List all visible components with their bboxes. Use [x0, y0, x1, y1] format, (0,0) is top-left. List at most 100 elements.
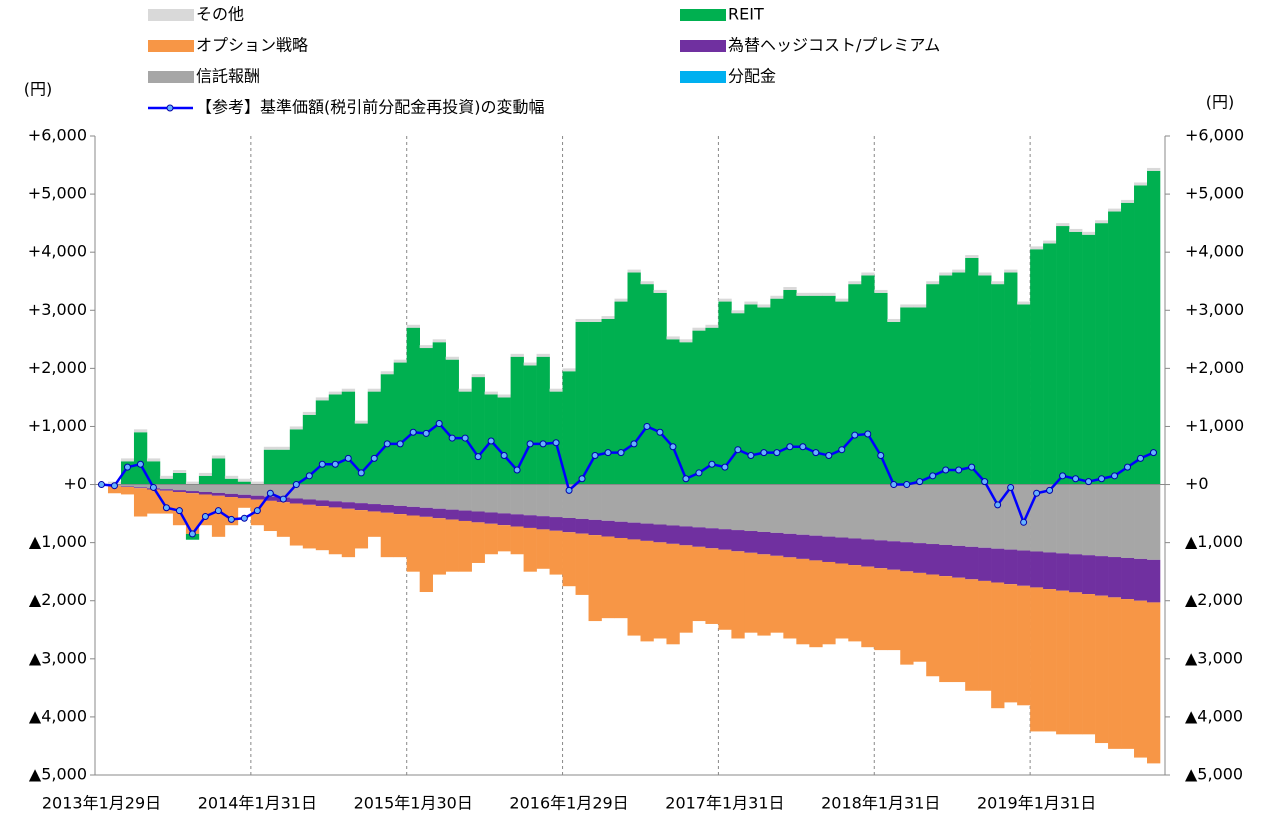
bar-segment [770, 556, 783, 633]
y2-tick-label: ▲3,000 [1185, 648, 1243, 667]
line-marker [618, 450, 624, 456]
y2-tick-label: ▲1,000 [1185, 532, 1243, 551]
bar-segment [342, 392, 355, 485]
line-marker [579, 476, 585, 482]
x-tick-label: 2016年1月29日 [509, 794, 628, 813]
bar-segment [939, 576, 952, 682]
y-tick-label: ▲3,000 [29, 648, 87, 667]
bar-segment [316, 500, 329, 506]
y2-tick-label: +3,000 [1185, 300, 1244, 319]
line-marker [774, 450, 780, 456]
bar-segment [342, 389, 355, 392]
bar-segment [511, 514, 524, 526]
bar-segment [1082, 235, 1095, 485]
bar-segment [1147, 602, 1160, 763]
bar-segment [1017, 302, 1030, 305]
bar-segment [368, 389, 381, 392]
bar-segment [874, 568, 887, 650]
line-marker [761, 450, 767, 456]
line-marker [826, 453, 832, 459]
bar-segment [744, 302, 757, 305]
y-tick-label: +4,000 [28, 242, 87, 261]
bar-segment [926, 544, 939, 574]
bar-segment [770, 533, 783, 556]
y-tick-label: ▲5,000 [29, 765, 87, 784]
bar-segment [498, 485, 511, 514]
bar-segment [485, 485, 498, 513]
bar-segment [1147, 560, 1160, 603]
bar-segment [615, 538, 628, 618]
bar-segment [615, 302, 628, 485]
line-marker [345, 455, 351, 461]
y-axis-label: (円) [24, 80, 53, 99]
line-marker [1138, 455, 1144, 461]
bar-segment [887, 322, 900, 485]
line-marker [384, 441, 390, 447]
bar-segment [835, 563, 848, 638]
line-marker [1099, 476, 1105, 482]
bar-segment [653, 293, 666, 485]
bar-segment [394, 485, 407, 506]
bar-segment [796, 293, 809, 296]
bar-segment [628, 523, 641, 540]
bar-segment [978, 275, 991, 484]
line-marker [956, 467, 962, 473]
line-marker [410, 429, 416, 435]
bar-segment [498, 513, 511, 525]
bar-segment [160, 476, 173, 479]
bar-segment [537, 529, 550, 568]
line-marker [202, 513, 208, 519]
bar-segment [446, 485, 459, 510]
bar-segment [848, 485, 861, 539]
bar-segment [952, 270, 965, 273]
bar-segment [809, 536, 822, 561]
bar-segment [848, 284, 861, 484]
line-marker [852, 432, 858, 438]
bar-segment [589, 535, 602, 621]
bar-segment [1043, 589, 1056, 731]
bar-segment [1082, 485, 1095, 556]
bar-segment [238, 498, 251, 507]
legend-swatch [680, 40, 726, 52]
bar-segment [952, 578, 965, 682]
bar-segment [199, 476, 212, 485]
bar-segment [121, 486, 134, 487]
bar-segment [251, 485, 264, 496]
bar-segment [991, 583, 1004, 709]
bar-segment [1108, 597, 1121, 749]
legend-label: オプション戦略 [196, 36, 308, 55]
bar-segment [718, 485, 731, 530]
bar-segment [679, 485, 692, 527]
bar-segment [446, 357, 459, 360]
bar-segment [666, 485, 679, 526]
bar-segment [770, 299, 783, 485]
line-marker [137, 461, 143, 467]
line-marker [891, 482, 897, 488]
bar-segment [1030, 246, 1043, 249]
bar-segment [576, 534, 589, 595]
bar-segment [329, 485, 342, 502]
line-marker [592, 453, 598, 459]
bar-segment [874, 540, 887, 568]
y-tick-label: ▲2,000 [29, 590, 87, 609]
bar-segment [1043, 485, 1056, 553]
bar-segment [1121, 599, 1134, 749]
bar-segment [783, 557, 796, 638]
line-marker [1021, 519, 1027, 525]
bar-segment [848, 538, 861, 565]
bar-segment [770, 485, 783, 533]
bar-segment [407, 516, 420, 572]
bar-segment [173, 490, 186, 492]
bar-segment [653, 290, 666, 293]
bar-segment [1056, 485, 1069, 554]
bar-segment [1121, 485, 1134, 558]
line-marker [501, 453, 507, 459]
bar-segment [381, 513, 394, 557]
bar-segment [757, 307, 770, 484]
bar-segment [394, 363, 407, 485]
bar-segment [264, 501, 277, 531]
bar-segment [640, 485, 653, 524]
bar-segment [679, 339, 692, 342]
bar-segment [965, 485, 978, 547]
line-marker [215, 508, 221, 514]
